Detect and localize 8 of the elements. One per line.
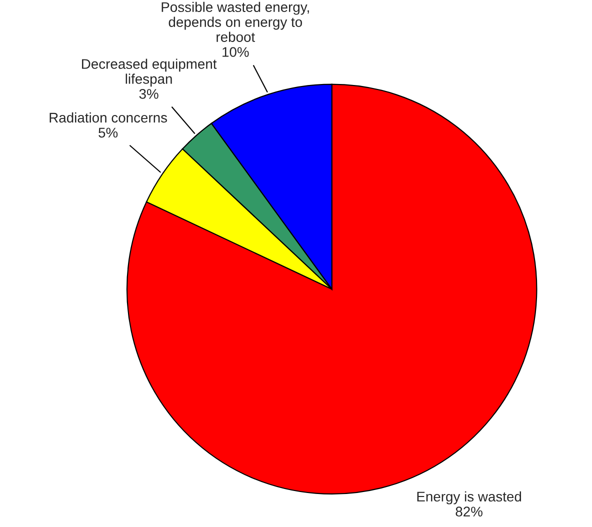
data-label: 82% (456, 506, 482, 517)
slice-label: Decreased equipment lifespan (82, 58, 217, 87)
slice-label: Possible wasted energy, depends on energy to reboot (162, 2, 309, 42)
data-label: 3% (139, 88, 158, 99)
slice-label: Energy is wasted (417, 491, 522, 504)
slice-label: Radiation concerns (50, 112, 168, 123)
data-label: 5% (98, 128, 118, 138)
data-label: 10% (222, 47, 249, 57)
